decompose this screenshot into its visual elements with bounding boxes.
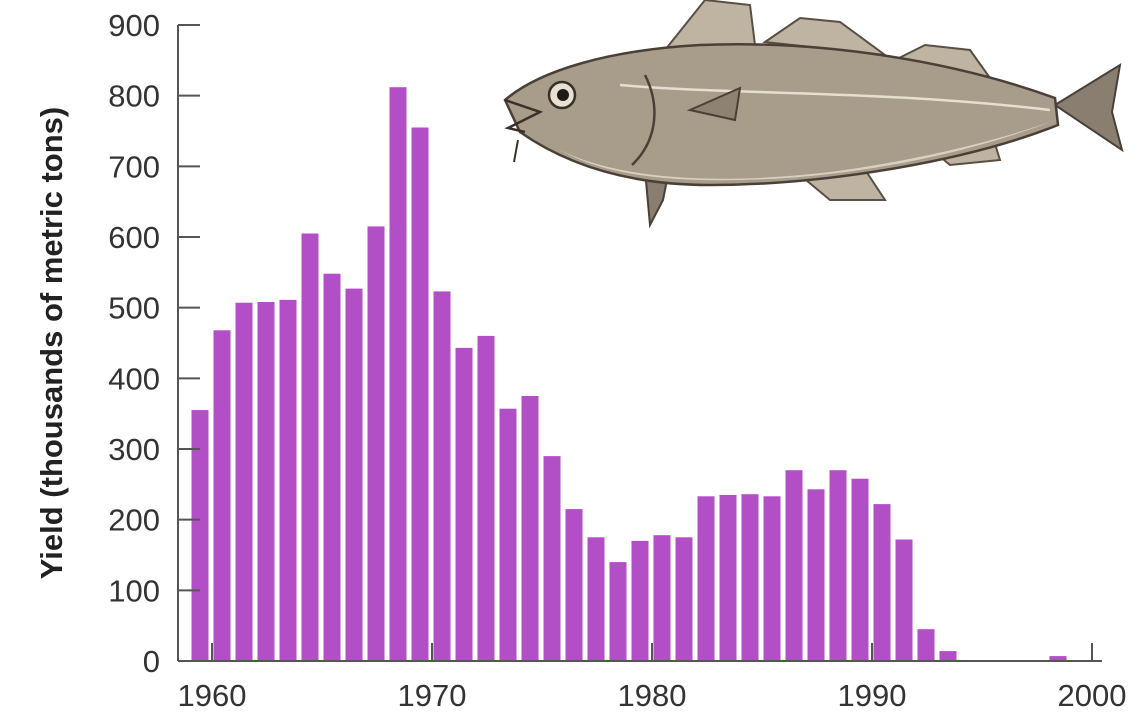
bar-1976 [565,509,583,661]
bar-1973 [499,408,517,661]
bar-1977 [587,537,605,661]
x-tick-label: 2000 [1058,678,1127,713]
bar-1992 [917,629,935,661]
bar-1970 [433,291,451,661]
bar-1975 [543,456,561,661]
bar-1991 [895,539,913,661]
bar-1962 [257,302,275,661]
y-tick-label: 900 [108,8,160,43]
y-tick-label: 200 [108,503,160,538]
bar-1986 [785,470,803,661]
bar-1987 [807,489,825,661]
bar-1963 [279,299,297,661]
bar-1960 [213,330,231,661]
bar-1985 [763,496,781,661]
bar-1990 [873,504,891,661]
y-tick-label: 500 [108,291,160,326]
y-tick-label: 600 [108,220,160,255]
y-tick-label: 800 [108,79,160,114]
bar-1979 [631,540,649,661]
bar-1993 [939,651,957,661]
bar-1965 [323,273,341,661]
x-tick-label: 1960 [178,678,247,713]
bar-1961 [235,302,253,661]
bars-layer [191,87,1067,661]
y-tick-label: 700 [108,149,160,184]
bar-1959 [191,410,209,661]
cod-fish-illustration [503,0,1124,229]
bar-1966 [345,288,363,661]
bar-1967 [367,226,385,661]
x-tick-label: 1970 [398,678,467,713]
bar-1964 [301,233,319,661]
bar-1981 [675,537,693,661]
bar-1969 [411,127,429,661]
bar-1998 [1049,656,1067,661]
x-tick-label: 1980 [618,678,687,713]
bar-1978 [609,562,627,661]
bar-1972 [477,335,495,661]
bar-1974 [521,396,539,661]
y-tick-label: 300 [108,432,160,467]
bar-1983 [719,494,737,661]
bar-1968 [389,87,407,661]
bar-1989 [851,478,869,661]
y-axis-title: Yield (thousands of metric tons) [34,107,69,580]
bar-1980 [653,535,671,661]
axes-layer: 0 100 200 300 400 500 600 700 800 900 1960 1970 1980… [34,8,1126,713]
y-tick-label: 400 [108,361,160,396]
bar-1971 [455,347,473,661]
y-tick-label: 100 [108,573,160,608]
bar-1982 [697,496,715,661]
y-tick-label: 0 [143,644,160,679]
bar-1988 [829,470,847,661]
x-tick-label: 1990 [838,678,907,713]
bar-1984 [741,494,759,661]
